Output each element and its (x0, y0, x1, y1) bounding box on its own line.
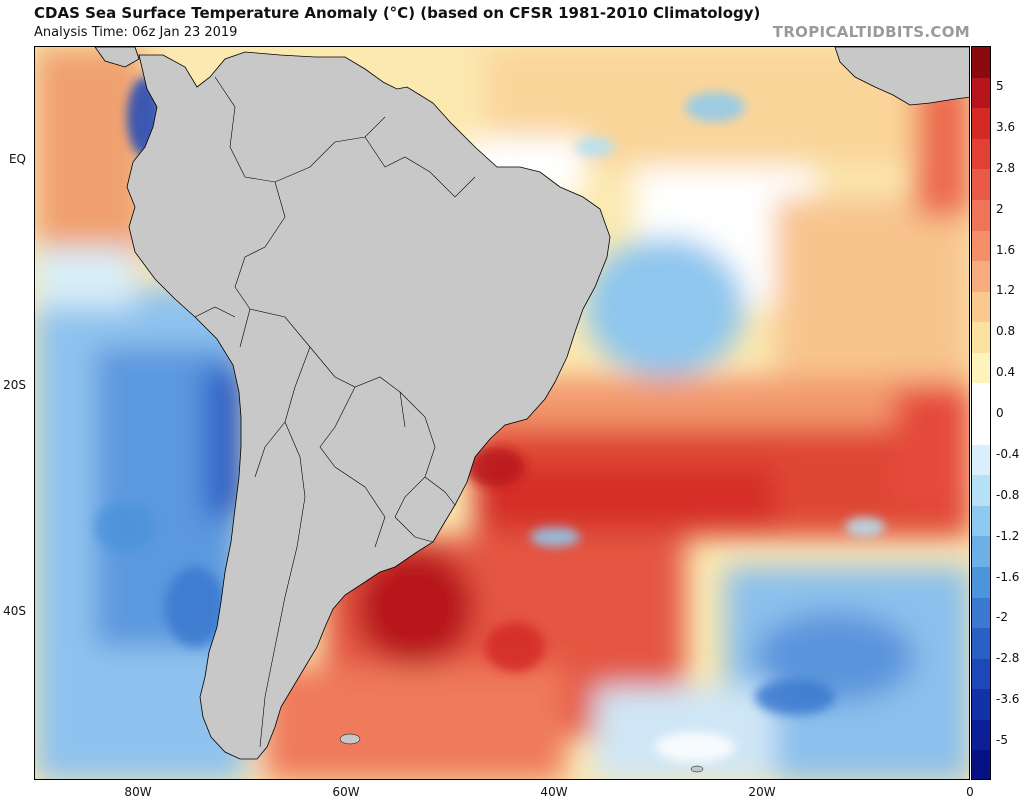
colorbar-tick-label: 0.8 (996, 324, 1016, 339)
lat-label: 40S (3, 603, 26, 618)
colorbar-swatch (972, 261, 990, 293)
colorbar-swatch (972, 291, 990, 323)
colorbar-swatch (972, 230, 990, 262)
lon-label: 40W (540, 785, 568, 799)
colorbar-swatch (972, 199, 990, 231)
islands (339, 733, 704, 773)
map-title: CDAS Sea Surface Temperature Anomaly (°C… (34, 4, 761, 22)
colorbar-swatch (972, 750, 990, 779)
site-watermark: TROPICALTIDBITS.COM (772, 23, 970, 41)
colorbar-tick-label: 2.8 (996, 160, 1016, 175)
colorbar-swatch (972, 414, 990, 446)
colorbar-tick-label: 2 (996, 201, 1004, 216)
colorbar-swatch (972, 47, 990, 79)
colorbar-swatch (972, 444, 990, 476)
lat-label: EQ (8, 151, 26, 166)
colorbar-swatch (972, 138, 990, 170)
colorbar-swatch (972, 689, 990, 721)
colorbar-tick-label: -1.2 (996, 528, 1020, 543)
colorbar-tick-label: 3.6 (996, 119, 1016, 134)
colorbar-swatch (972, 383, 990, 415)
colorbar-tick-label: -2 (996, 610, 1008, 625)
colorbar-swatch (972, 352, 990, 384)
colorbar-tick-label: 1.6 (996, 242, 1016, 257)
colorbar-swatch (972, 566, 990, 598)
lon-label: 60W (332, 785, 360, 799)
country-borders (194, 76, 476, 748)
lon-label: 80W (124, 785, 152, 799)
colorbar-swatch (972, 169, 990, 201)
colorbar-tick-label: 1.2 (996, 283, 1016, 298)
south-america-land (126, 51, 611, 760)
colorbar-swatch (972, 719, 990, 751)
colorbar-swatch (972, 77, 990, 109)
colorbar-swatch (972, 108, 990, 140)
colorbar-swatch (972, 628, 990, 660)
analysis-time: Analysis Time: 06z Jan 23 2019 (34, 25, 238, 40)
colorbar-swatch (972, 475, 990, 507)
colorbar-swatch (972, 505, 990, 537)
colorbar-tick-label: -0.4 (996, 446, 1020, 461)
lon-label: 20W (748, 785, 776, 799)
colorbar-tick-label: 0.4 (996, 365, 1016, 380)
colorbar-swatch (972, 322, 990, 354)
colorbar-tick-label: -2.8 (996, 651, 1020, 666)
central-america-land (94, 47, 140, 68)
colorbar-tick-label: -5 (996, 733, 1008, 747)
colorbar-tick-label: 5 (996, 79, 1004, 93)
colorbar-tick-label: -1.6 (996, 569, 1020, 584)
africa-land (834, 47, 969, 106)
colorbar-tick-label: -0.8 (996, 487, 1020, 502)
colorbar-tick-label: -3.6 (996, 692, 1020, 707)
lon-label: 0 (966, 785, 974, 799)
colorbar-tick-label: 0 (996, 406, 1004, 420)
colorbar-swatch (972, 658, 990, 690)
colorbar-swatch (972, 597, 990, 629)
colorbar (971, 46, 991, 780)
sst-anomaly-map[interactable] (34, 46, 970, 780)
anomaly-detail (95, 77, 885, 762)
lat-label: 20S (3, 377, 26, 392)
colorbar-swatch (972, 536, 990, 568)
